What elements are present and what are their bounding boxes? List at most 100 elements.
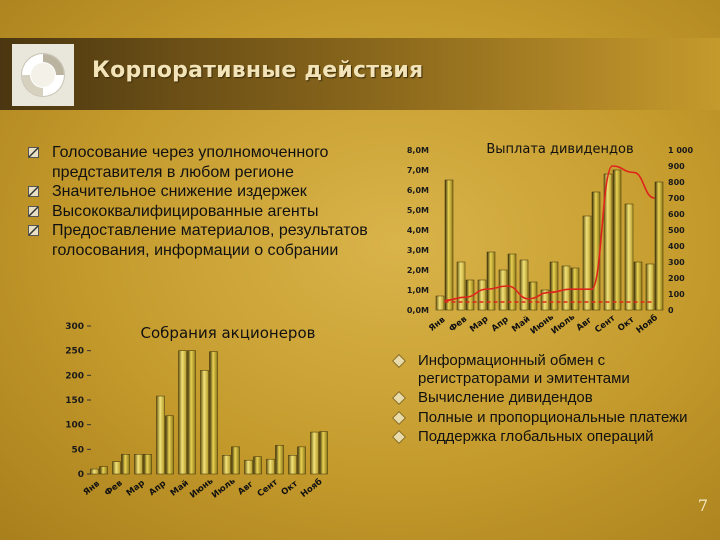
x-tick-label: Нояб	[634, 312, 660, 336]
list-item: Высококвалифицированные агенты	[28, 202, 373, 222]
y-tick-label: 50	[71, 445, 84, 455]
bar	[633, 261, 643, 311]
bar	[187, 350, 196, 475]
bar	[143, 454, 152, 475]
y2-tick-label: 200	[668, 274, 685, 283]
bar	[244, 459, 253, 475]
x-tick-label: Май	[510, 314, 532, 334]
y-tick-label: 3,0M	[407, 246, 429, 255]
y2-tick-label: 100	[668, 290, 685, 299]
y-tick-label: 250	[65, 347, 84, 357]
bar	[444, 179, 454, 311]
y2-tick-label: 500	[668, 226, 685, 235]
y2-tick-label: 900	[668, 162, 685, 171]
y2-tick-label: 400	[668, 242, 685, 251]
bar	[528, 281, 538, 311]
bar	[121, 454, 130, 475]
y2-tick-label: 1 000	[668, 146, 693, 155]
bar	[99, 466, 108, 475]
bar	[498, 269, 508, 311]
bar	[507, 253, 517, 311]
chart-title: Собрания акционеров	[141, 324, 316, 342]
bar	[90, 468, 99, 475]
bar	[297, 446, 306, 475]
bar	[288, 455, 297, 475]
bar	[253, 456, 262, 475]
bar	[200, 370, 209, 475]
bullet-icon	[28, 147, 39, 158]
bar	[231, 446, 240, 475]
list-item: Значительное снижение издержек	[28, 182, 373, 202]
slide-title: Корпоративные действия	[92, 58, 424, 83]
bar	[624, 203, 634, 311]
x-tick-label: Окт	[616, 315, 636, 334]
y-tick-label: 5,0M	[407, 206, 429, 215]
y-tick-label: 4,0M	[407, 226, 429, 235]
list-item-text: Высококвалифицированные агенты	[52, 202, 319, 220]
y-tick-label: 100	[65, 421, 84, 431]
bar	[134, 454, 143, 475]
list-item-text: Предоставление материалов, результатов г…	[52, 222, 368, 259]
bar	[156, 395, 165, 475]
bar	[591, 191, 601, 311]
bar	[319, 431, 328, 475]
y-tick-label: 0,0M	[407, 306, 429, 315]
list-item-text: Вычисление дивидендов	[418, 389, 593, 406]
list-item-text: Значительное снижение издержек	[52, 183, 307, 200]
list-item-text: Полные и пропорциональные платежи	[418, 408, 688, 426]
bar	[456, 261, 466, 311]
bar	[645, 263, 655, 311]
bar	[310, 431, 319, 475]
list-item-text: Голосование через уполномоченного предст…	[52, 144, 329, 181]
y-tick-label: 7,0M	[407, 166, 429, 175]
y2-tick-label: 0	[668, 306, 674, 315]
x-tick-label: Июль	[550, 312, 577, 336]
list-item: Вычисление дивидендов	[391, 389, 712, 407]
bar	[549, 261, 559, 311]
bar	[178, 350, 187, 475]
x-tick-label: Фев	[447, 314, 469, 334]
x-tick-label: Апр	[490, 315, 511, 334]
list-item: Полные и пропорциональные платежи	[391, 408, 712, 427]
right-bullet-list: Информационный обмен с регистраторами и …	[391, 352, 712, 448]
x-tick-label: Сент	[593, 313, 617, 335]
bar	[275, 445, 284, 475]
bar	[612, 169, 622, 311]
page-number: 7	[697, 496, 708, 515]
bar	[209, 351, 218, 475]
list-item: Голосование через уполномоченного предст…	[28, 143, 373, 182]
bar	[222, 455, 231, 475]
list-item: Информационный обмен с регистраторами и …	[391, 352, 712, 387]
x-tick-label: Авг	[575, 315, 595, 333]
y-tick-label: 1,0M	[407, 286, 429, 295]
bar	[266, 458, 275, 475]
bar	[477, 279, 487, 311]
x-tick-label: Мар	[468, 314, 490, 334]
series-line	[444, 165, 655, 302]
bullet-icon	[28, 225, 39, 236]
bullet-icon	[28, 186, 39, 197]
x-tick-label: Янв	[427, 315, 447, 334]
y2-tick-label: 700	[668, 194, 685, 203]
bar	[435, 295, 445, 311]
y-tick-label: 8,0M	[407, 146, 429, 155]
y2-tick-label: 800	[668, 178, 685, 187]
y2-tick-label: 300	[668, 258, 685, 267]
y-tick-label: 150	[65, 396, 84, 406]
y-tick-label: 300	[65, 322, 84, 332]
bullet-icon	[28, 205, 39, 217]
list-item: Предоставление материалов, результатов г…	[28, 221, 373, 260]
bar	[112, 461, 121, 475]
bar	[654, 181, 664, 311]
bar	[582, 215, 592, 311]
list-item-text: Информационный обмен с регистраторами и …	[418, 352, 630, 387]
y2-tick-label: 600	[668, 210, 685, 219]
list-item: Поддержка глобальных операций	[391, 428, 712, 446]
left-bullet-list: Голосование через уполномоченного предст…	[28, 143, 373, 260]
chart-title: Выплата дивидендов	[486, 142, 633, 157]
title-bar	[0, 38, 720, 110]
y-tick-label: 0	[78, 470, 84, 480]
y-tick-label: 6,0M	[407, 186, 429, 195]
